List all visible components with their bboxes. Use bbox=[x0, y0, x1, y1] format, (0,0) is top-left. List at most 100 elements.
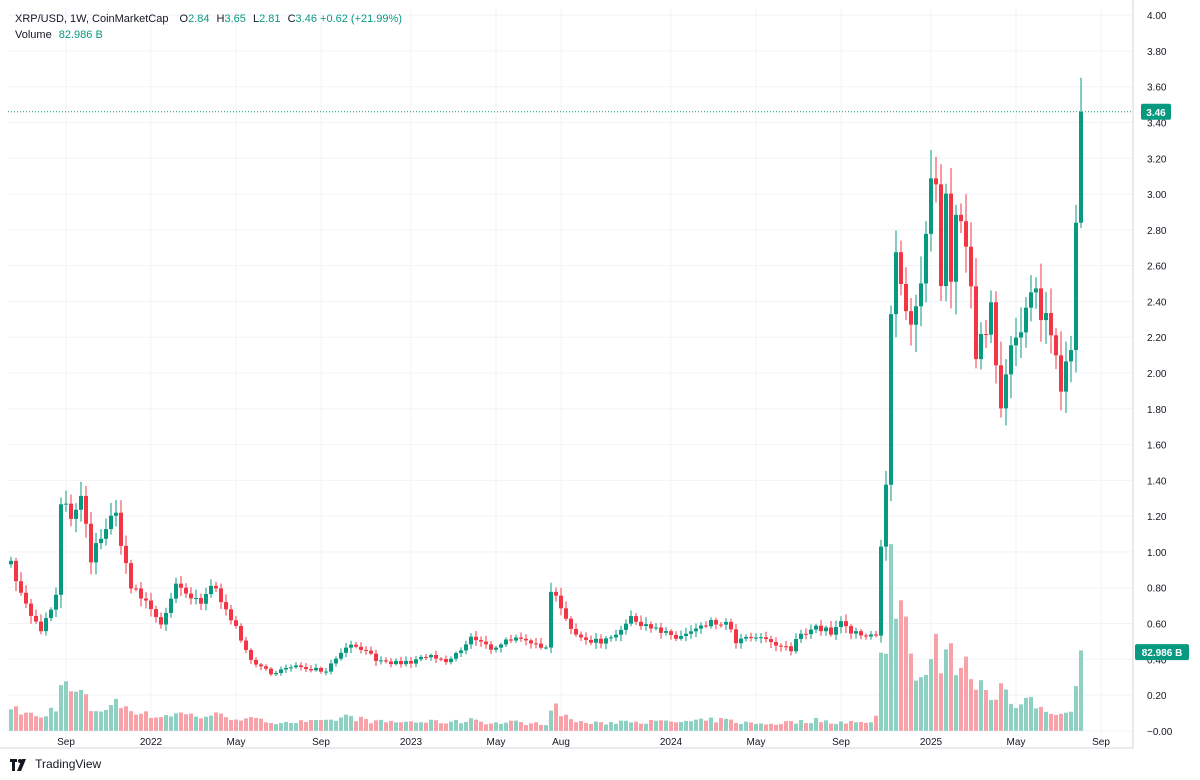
candle-body bbox=[724, 621, 728, 625]
candle-body bbox=[554, 591, 558, 596]
candle-body bbox=[124, 545, 128, 564]
volume-bar bbox=[379, 719, 383, 731]
candle-body bbox=[644, 624, 648, 627]
candle-body bbox=[714, 620, 718, 625]
volume-bar bbox=[1034, 708, 1038, 731]
candle-body bbox=[444, 658, 448, 663]
last-price-tag-label: 3.46 bbox=[1146, 108, 1166, 119]
volume-bar bbox=[184, 714, 188, 731]
candle-body bbox=[74, 509, 78, 519]
volume-bar bbox=[669, 721, 673, 731]
volume-bar bbox=[19, 714, 23, 731]
candle-body bbox=[1029, 292, 1033, 308]
candle-body bbox=[884, 484, 888, 547]
symbol-label[interactable]: XRP/USD, 1W, CoinMarketCap bbox=[15, 13, 169, 25]
volume-bar bbox=[1079, 650, 1083, 731]
volume-bar bbox=[549, 710, 553, 731]
volume-bar bbox=[139, 713, 143, 731]
candle-body bbox=[879, 546, 883, 636]
candle-body bbox=[699, 625, 703, 629]
volume-bar bbox=[304, 721, 308, 731]
volume-bar bbox=[954, 675, 958, 731]
volume-bar bbox=[824, 720, 828, 731]
volume-bar bbox=[799, 720, 803, 731]
candle-body bbox=[474, 636, 478, 641]
volume-bar bbox=[329, 719, 333, 731]
volume-bar bbox=[979, 680, 983, 731]
candle-body bbox=[624, 623, 628, 630]
candle-body bbox=[469, 636, 473, 645]
candle-body bbox=[99, 538, 103, 544]
candle-body bbox=[499, 644, 503, 648]
volume-bar bbox=[924, 674, 928, 731]
candle-body bbox=[914, 306, 918, 325]
candle-body bbox=[1014, 337, 1018, 346]
volume-bar bbox=[199, 718, 203, 731]
candle-body bbox=[44, 618, 48, 632]
volume-bar bbox=[94, 711, 98, 731]
last-price-tag bbox=[1141, 103, 1171, 120]
candle-body bbox=[934, 178, 938, 185]
volume-label[interactable]: Volume bbox=[15, 29, 52, 41]
volume-bar bbox=[759, 723, 763, 731]
candle-body bbox=[544, 647, 548, 649]
volume-bar bbox=[234, 719, 238, 731]
candle-body bbox=[784, 646, 788, 648]
candle-body bbox=[519, 637, 523, 639]
volume-bar bbox=[64, 681, 68, 731]
candle-body bbox=[704, 625, 708, 627]
candle-body bbox=[654, 627, 658, 629]
volume-bar bbox=[769, 723, 773, 731]
volume-bar bbox=[619, 720, 623, 731]
candle-body bbox=[634, 616, 638, 622]
candle-body bbox=[434, 654, 438, 659]
volume-bar bbox=[764, 724, 768, 731]
volume-bar bbox=[319, 720, 323, 731]
candle-body bbox=[589, 639, 593, 643]
candle-body bbox=[274, 673, 278, 675]
candle-body bbox=[899, 252, 903, 285]
volume-bar bbox=[564, 714, 568, 731]
candle-body bbox=[979, 334, 983, 360]
volume-bar bbox=[684, 720, 688, 731]
volume-bar bbox=[279, 723, 283, 731]
candle-body bbox=[164, 612, 168, 625]
candle-body bbox=[789, 646, 793, 652]
volume-bar bbox=[1009, 703, 1013, 731]
volume-bar bbox=[44, 716, 48, 731]
x-tick-label: May bbox=[227, 737, 246, 748]
volume-bar bbox=[369, 723, 373, 731]
volume-bar bbox=[579, 721, 583, 731]
change-value: +0.62 (+21.99%) bbox=[320, 13, 402, 25]
low-label: L bbox=[252, 13, 260, 25]
candle-body bbox=[1034, 288, 1038, 293]
volume-bar bbox=[559, 716, 563, 731]
x-tick-label: May bbox=[1007, 737, 1026, 748]
volume-bar bbox=[589, 724, 593, 731]
volume-bar bbox=[654, 720, 658, 731]
candle-body bbox=[494, 647, 498, 650]
volume-bar bbox=[524, 725, 528, 731]
candle-body bbox=[34, 615, 38, 622]
volume-bar bbox=[519, 722, 523, 731]
candle-body bbox=[689, 631, 693, 634]
volume-bar bbox=[529, 723, 533, 731]
volume-bar bbox=[434, 720, 438, 731]
candle-body bbox=[969, 246, 973, 287]
high-label: H bbox=[216, 13, 225, 25]
candle-body bbox=[354, 644, 358, 647]
candle-body bbox=[694, 628, 698, 632]
x-tick-label: Sep bbox=[832, 737, 850, 748]
candle-body bbox=[534, 643, 538, 645]
volume-bar bbox=[989, 699, 993, 731]
volume-bar bbox=[114, 698, 118, 731]
tradingview-brand[interactable]: TradingView bbox=[10, 757, 101, 771]
volume-bar bbox=[209, 715, 213, 731]
volume-bar bbox=[999, 683, 1003, 731]
volume-bar bbox=[459, 723, 463, 731]
volume-bar bbox=[724, 718, 728, 731]
open-value: 2.84 bbox=[188, 13, 210, 25]
volume-bar bbox=[159, 717, 163, 731]
y-tick-label: 3.60 bbox=[1147, 83, 1167, 94]
